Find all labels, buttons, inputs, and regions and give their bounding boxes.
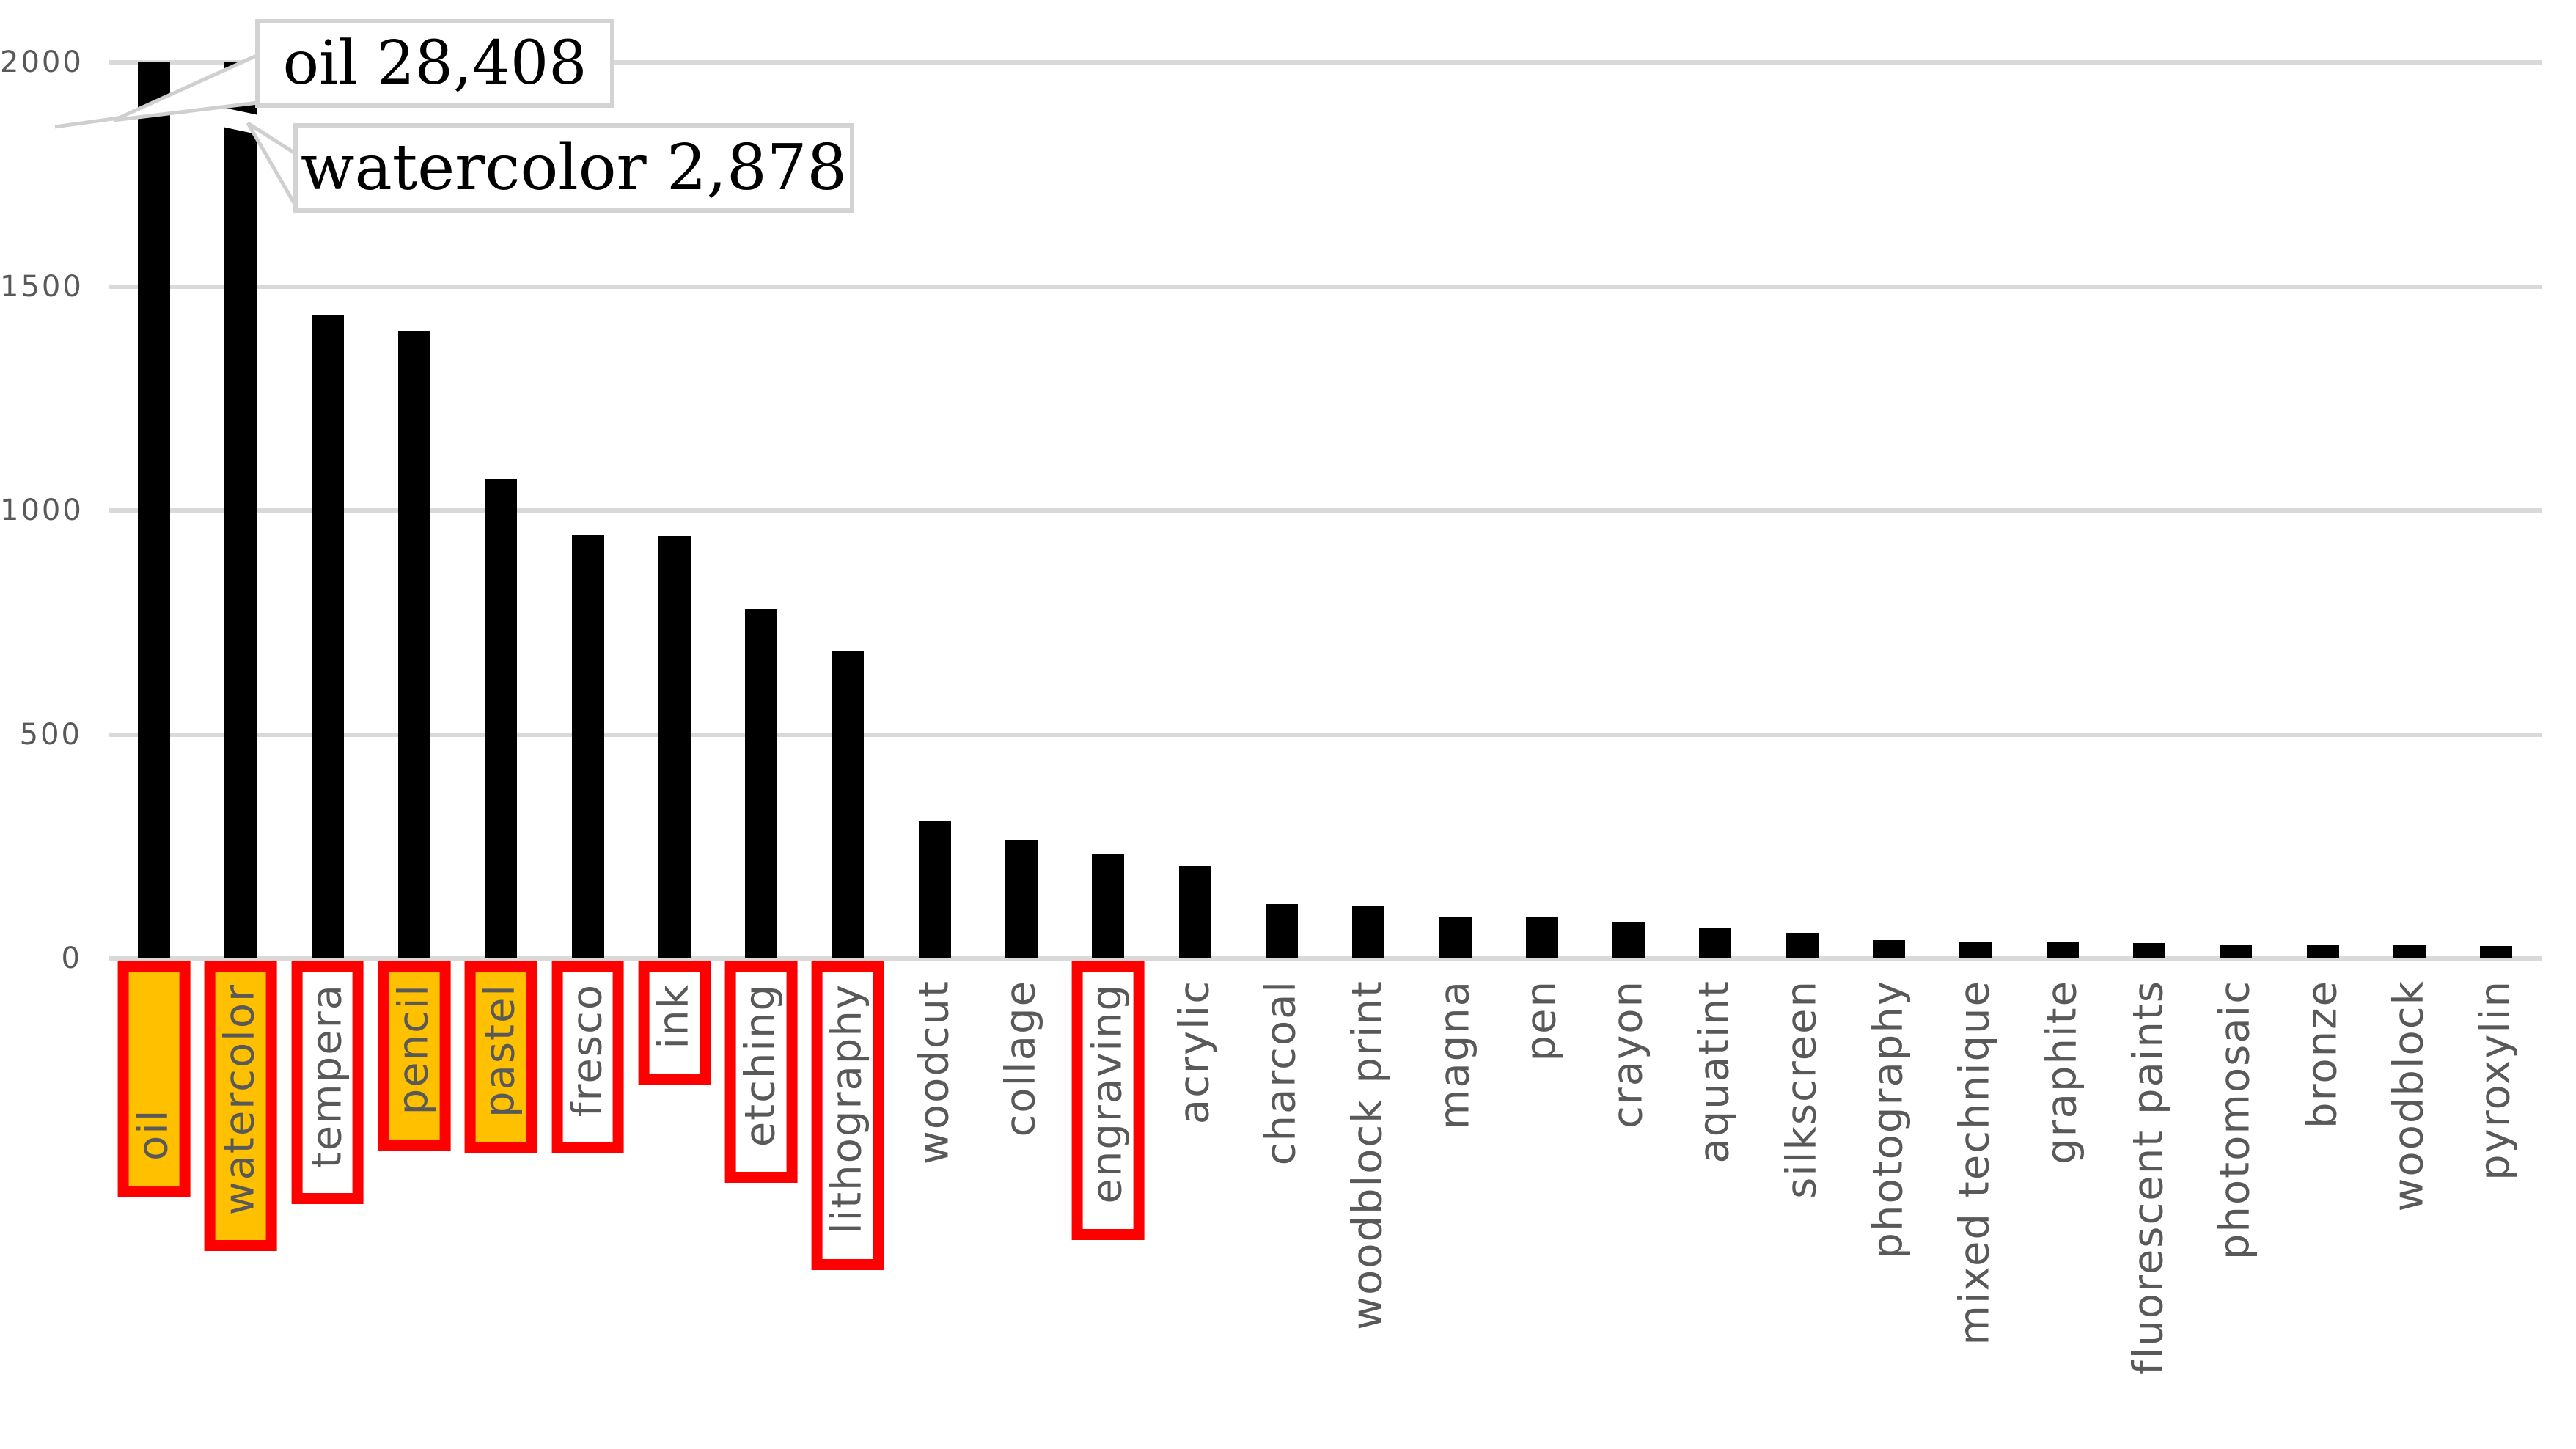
- bar-aquatint: [1699, 928, 1731, 958]
- bar-woodcut: [919, 821, 951, 958]
- gridline-2000: [109, 60, 2542, 65]
- category-label-oil: oil: [117, 961, 191, 1197]
- bar-silkscreen: [1786, 933, 1819, 958]
- y-tick-label-0: 0: [61, 942, 82, 975]
- highlight-box-pencil: pencil: [378, 961, 451, 1151]
- bar-mixed-technique: [1959, 942, 1992, 958]
- bar-watercolor: [224, 62, 257, 958]
- gridline-0: [109, 956, 2542, 961]
- bar-photomosaic: [2220, 945, 2252, 958]
- highlight-box-pastel: pastel: [464, 961, 537, 1154]
- y-tick-label-1500: 1500: [0, 270, 84, 304]
- watercolor-callout-pointer: [246, 121, 298, 214]
- highlight-box-tempera: tempera: [291, 961, 364, 1205]
- category-label-fresco: fresco: [551, 961, 624, 1153]
- highlight-box-oil: oil: [117, 961, 191, 1197]
- bar-oil: [138, 62, 170, 958]
- y-tick-label-2000: 2000: [0, 45, 84, 79]
- bar-ink: [658, 536, 691, 958]
- bar-etching: [745, 609, 777, 958]
- highlight-box-fresco: fresco: [551, 961, 624, 1153]
- category-label-etching: etching: [724, 961, 798, 1184]
- y-tick-label-1000: 1000: [0, 494, 84, 527]
- bar-fresco: [572, 535, 604, 958]
- category-label-pastel: pastel: [464, 961, 537, 1154]
- bar-charcoal: [1266, 904, 1298, 958]
- bar-pyroxylin: [2480, 946, 2512, 958]
- bar-magna: [1439, 917, 1472, 958]
- bar-tempera: [312, 315, 344, 958]
- highlight-box-lithography: lithography: [811, 961, 884, 1270]
- bar-bronze: [2307, 945, 2339, 958]
- bar-woodblock: [2393, 945, 2426, 958]
- oil-callout-pointer: [112, 52, 260, 122]
- category-label-ink: ink: [638, 961, 711, 1085]
- bar-photography: [1873, 940, 1905, 958]
- gridline-1500: [109, 285, 2542, 289]
- bar-graphite: [2047, 942, 2079, 958]
- highlight-box-ink: ink: [638, 961, 711, 1085]
- highlight-box-watercolor: watercolor: [204, 961, 277, 1252]
- callout-oil-text: oil 28,408: [282, 29, 587, 98]
- callout-oil: oil 28,408: [255, 19, 614, 108]
- category-label-lithography: lithography: [811, 961, 884, 1270]
- bar-collage: [1005, 840, 1038, 958]
- callout-watercolor-text: watercolor 2,878: [300, 131, 848, 205]
- gridline-1000: [109, 508, 2542, 513]
- category-label-engraving: engraving: [1071, 961, 1145, 1240]
- gridline-500: [109, 733, 2542, 737]
- bar-pencil: [398, 331, 430, 958]
- bar-woodblock-print: [1352, 906, 1384, 958]
- bar-lithography: [832, 651, 864, 958]
- bar-fluorescent-paints: [2133, 943, 2165, 958]
- bar-pastel: [485, 479, 517, 958]
- bar-acrylic: [1179, 866, 1211, 958]
- bar-pen: [1526, 917, 1558, 958]
- category-label-tempera: tempera: [291, 961, 364, 1205]
- y-tick-label-500: 500: [19, 718, 82, 752]
- callout-watercolor: watercolor 2,878: [293, 123, 854, 213]
- category-label-pencil: pencil: [378, 961, 451, 1151]
- category-label-watercolor: watercolor: [204, 961, 277, 1252]
- highlight-box-engraving: engraving: [1071, 961, 1145, 1240]
- highlight-box-etching: etching: [724, 961, 798, 1184]
- bar-crayon: [1612, 922, 1645, 958]
- bar-engraving: [1092, 854, 1124, 958]
